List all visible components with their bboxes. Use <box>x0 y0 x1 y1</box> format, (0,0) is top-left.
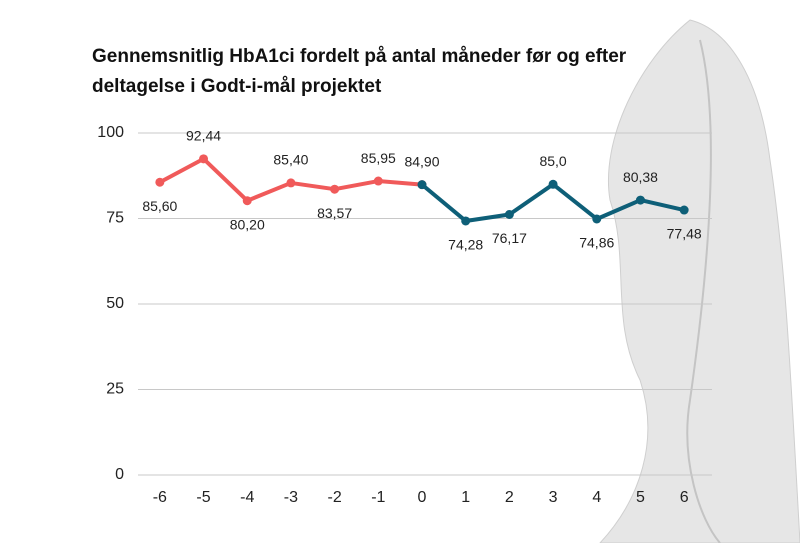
point <box>679 205 689 215</box>
y-tick-label: 75 <box>106 210 124 227</box>
value-label: 74,86 <box>579 235 614 251</box>
x-tick-label: 0 <box>418 489 427 506</box>
x-tick-label: -6 <box>153 489 167 506</box>
x-tick-label: 2 <box>505 489 514 506</box>
point <box>286 178 296 188</box>
point <box>548 179 558 189</box>
point <box>373 176 383 186</box>
x-tick-label: -4 <box>240 489 254 506</box>
value-label: 80,20 <box>230 216 265 232</box>
y-tick-label: 0 <box>115 466 124 483</box>
point <box>592 214 602 224</box>
background-illustration <box>599 19 800 543</box>
x-tick-label: -2 <box>327 489 341 506</box>
x-tick-label: 4 <box>592 489 601 506</box>
value-label: 92,44 <box>186 128 221 144</box>
point <box>330 184 340 194</box>
y-tick-label: 100 <box>97 124 124 141</box>
value-label: 80,38 <box>623 169 658 185</box>
x-tick-label: -5 <box>196 489 210 506</box>
point <box>155 177 165 187</box>
point <box>242 196 252 206</box>
point <box>504 209 514 219</box>
value-label: 85,60 <box>142 198 177 214</box>
value-label: 84,90 <box>404 153 439 169</box>
value-label: 85,40 <box>273 152 308 168</box>
chart-title: Gennemsnitlig HbA1ci fordelt på antal må… <box>92 46 627 97</box>
point <box>417 180 427 190</box>
x-tick-label: 1 <box>461 489 470 506</box>
point <box>461 216 471 226</box>
value-label: 85,95 <box>361 150 396 166</box>
y-tick-label: 25 <box>106 381 124 398</box>
value-label: 76,17 <box>492 230 527 246</box>
point <box>199 154 209 164</box>
value-label: 85,0 <box>539 153 566 169</box>
x-tick-label: 5 <box>636 489 645 506</box>
value-label: 74,28 <box>448 237 483 253</box>
point <box>635 195 645 205</box>
x-tick-label: 3 <box>549 489 558 506</box>
x-tick-label: -1 <box>371 489 385 506</box>
x-tick-label: 6 <box>680 489 689 506</box>
value-label: 77,48 <box>667 226 702 242</box>
y-tick-label: 50 <box>106 295 124 312</box>
x-tick-label: -3 <box>284 489 298 506</box>
value-label: 83,57 <box>317 205 352 221</box>
